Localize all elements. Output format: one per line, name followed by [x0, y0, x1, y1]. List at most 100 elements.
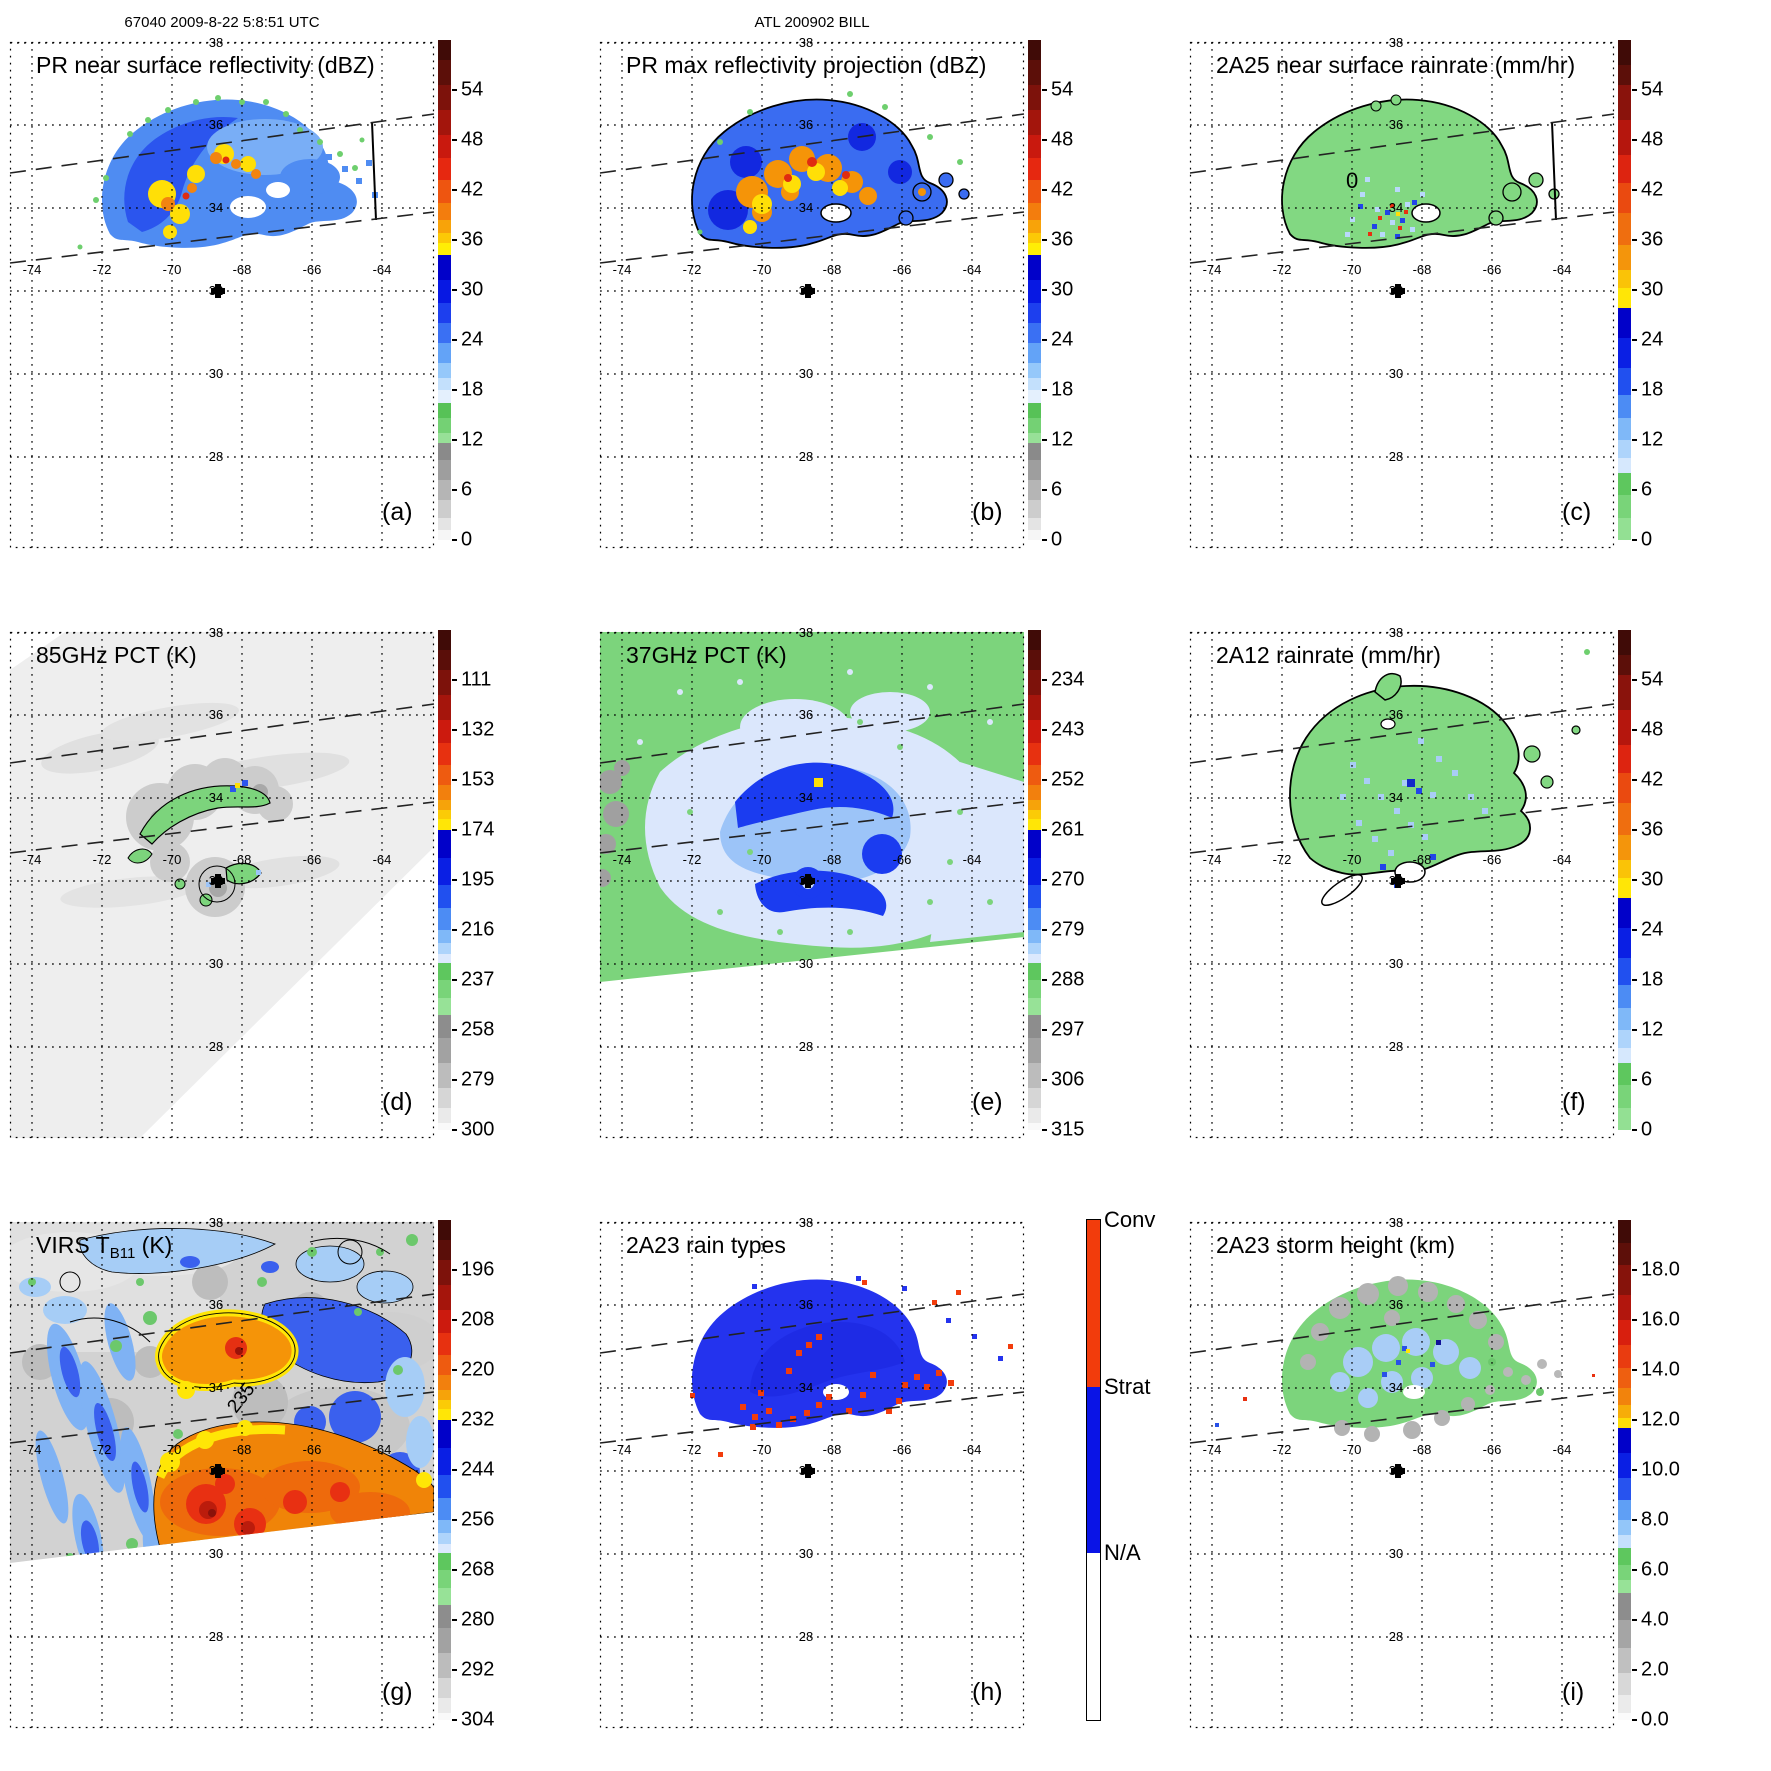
colorbar-tick-label: 16.0 — [1641, 1308, 1680, 1331]
colorbar-segment — [1618, 745, 1631, 773]
lon-tick-label: -68 — [823, 852, 842, 867]
lat-tick-label: 28 — [209, 449, 223, 464]
contour-label: 0 — [1346, 168, 1358, 193]
lon-tick-label: -70 — [1343, 1442, 1362, 1457]
colorbar-segment — [1618, 472, 1631, 495]
colorbar-tick-label: 36 — [1641, 228, 1664, 251]
colorbar-segment — [438, 1037, 451, 1063]
colorbar-segment — [1618, 877, 1631, 898]
map-border — [599, 631, 1025, 1139]
colorbar-segment — [1618, 1452, 1631, 1478]
colorbar-tick-label: 196 — [461, 1258, 495, 1281]
colorbar-segment — [1028, 1107, 1041, 1123]
lat-tick-label: 28 — [799, 449, 813, 464]
colorbar-segment — [1028, 362, 1041, 378]
colorbar-segment — [1618, 440, 1631, 458]
colorbar-segment — [1028, 322, 1041, 343]
swath-edge-line — [9, 1293, 435, 1354]
colorbar-segment — [1028, 302, 1041, 323]
lat-tick-label: 38 — [1389, 1215, 1403, 1230]
lon-tick-label: -64 — [963, 262, 982, 277]
colorbar-tick — [1632, 1719, 1637, 1721]
colorbar-segment — [438, 1375, 451, 1390]
colorbar-segment — [1028, 650, 1041, 670]
colorbar-tick-label: 30 — [1641, 278, 1664, 301]
map-grid-overlay: -74-72-70-68-66-6438363432302837GHz PCT … — [599, 625, 1025, 1139]
map-e: -74-72-70-68-66-6438363432302837GHz PCT … — [599, 625, 1025, 1139]
colorbar-tick-label: 280 — [461, 1608, 495, 1631]
colorbar-segment — [1028, 342, 1041, 363]
map-d: -74-72-70-68-66-6438363432302885GHz PCT … — [9, 625, 435, 1139]
colorbar-segment — [438, 110, 451, 135]
colorbar-tick — [1042, 489, 1047, 491]
colorbar-tick-label: 48 — [1051, 128, 1074, 151]
colorbar-tick-label: 111 — [461, 668, 492, 691]
map-grid-overlay: -74-72-70-68-66-643836343230282A23 rain … — [599, 1215, 1025, 1729]
panel-title: 2A12 rainrate (mm/hr) — [1216, 642, 1441, 668]
swath-edge-line — [599, 801, 1025, 854]
colorbar-tick — [452, 1369, 457, 1371]
panel-title: 85GHz PCT (K) — [36, 642, 197, 668]
colorbar-tick — [1042, 729, 1047, 731]
lat-tick-label: 30 — [1389, 956, 1403, 971]
colorbar-tick — [452, 189, 457, 191]
colorbar-tick — [1632, 1129, 1637, 1131]
colorbar-segment — [1028, 819, 1041, 830]
colorbar-segment — [438, 997, 451, 1015]
map-grid-overlay: -74-72-70-68-66-643836343230282A12 rainr… — [1189, 625, 1615, 1139]
colorbar-segment — [438, 765, 451, 785]
map-border — [1189, 1221, 1615, 1729]
colorbar-segment — [1618, 1320, 1631, 1345]
colorbar-segment — [1028, 830, 1041, 858]
panel-title: 2A25 near surface rainrate (mm/hr) — [1216, 52, 1575, 78]
colorbar-c: 54 48 42 36 30 24 18 12 6 0 — [1618, 40, 1663, 551]
lon-tick-label: -66 — [303, 852, 322, 867]
colorbar-i: 18.0 16.0 14.0 12.0 10.0 8.0 6.0 4.0 2.0 0.0 — [1618, 1220, 1680, 1731]
colorbar-tick-label: 244 — [461, 1458, 495, 1481]
colorbar-tick-label: 36 — [1641, 818, 1664, 841]
colorbar-segment — [1618, 630, 1631, 655]
colorbar-segment — [438, 1587, 451, 1605]
colorbar-segment — [1028, 402, 1041, 418]
lat-tick-label: 34 — [799, 1380, 813, 1395]
colorbar-tick-label: 30 — [1641, 868, 1664, 891]
lon-tick-label: -66 — [303, 1442, 322, 1457]
colorbar-segment — [438, 1652, 451, 1678]
colorbar-tick — [1042, 1029, 1047, 1031]
colorbar-tick — [452, 1129, 457, 1131]
panel-letter: (c) — [1562, 498, 1591, 526]
colorbar-tick — [1632, 1619, 1637, 1621]
colorbar-segment — [438, 954, 451, 963]
colorbar-segment — [1028, 695, 1041, 720]
colorbar-tick-label: 268 — [461, 1558, 495, 1581]
colorbar-segment — [1618, 85, 1631, 120]
map-border — [9, 41, 435, 549]
colorbar-segment — [438, 962, 451, 980]
colorbar-tick-label: 2.0 — [1641, 1658, 1669, 1681]
storm-raster-art — [600, 632, 1024, 982]
colorbar-tick — [1632, 1569, 1637, 1571]
colorbar-tick — [1632, 1269, 1637, 1271]
colorbar-segment — [1028, 980, 1041, 998]
colorbar-tick — [1632, 979, 1637, 981]
colorbar-segment — [1618, 710, 1631, 745]
colorbar-segment — [438, 1677, 451, 1698]
storm-raster-art — [77, 95, 378, 250]
colorbar-segment — [1028, 417, 1041, 433]
colorbar-segment — [1087, 1220, 1100, 1387]
colorbar-segment — [1028, 390, 1041, 403]
colorbar-segment — [438, 1240, 451, 1260]
colorbar-segment — [1618, 395, 1631, 418]
lon-tick-label: -66 — [1483, 1442, 1502, 1457]
lon-tick-label: -74 — [613, 1442, 632, 1457]
colorbar-segment — [1618, 287, 1631, 308]
colorbar-tick — [1042, 439, 1047, 441]
colorbar-segment — [438, 402, 451, 418]
lon-tick-label: -68 — [1413, 1442, 1432, 1457]
storm-center-marker — [801, 874, 815, 888]
colorbar-tick — [452, 1519, 457, 1521]
colorbar-tick-label: 10.0 — [1641, 1458, 1680, 1481]
colorbar-segment — [1618, 1345, 1631, 1368]
lat-tick-label: 28 — [1389, 1629, 1403, 1644]
panel-suptitle: ATL 200902 BILL — [754, 14, 870, 31]
